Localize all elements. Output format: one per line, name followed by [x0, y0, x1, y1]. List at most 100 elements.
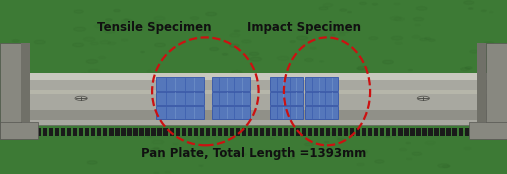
Bar	[175, 128, 180, 136]
Bar	[260, 128, 264, 136]
Circle shape	[17, 141, 28, 145]
Bar	[386, 128, 390, 136]
Circle shape	[252, 54, 265, 59]
Bar	[338, 128, 342, 136]
Circle shape	[246, 146, 257, 150]
Circle shape	[306, 94, 316, 98]
Circle shape	[75, 96, 87, 100]
Bar	[452, 128, 457, 136]
Circle shape	[174, 114, 184, 117]
Circle shape	[194, 172, 203, 174]
Circle shape	[18, 10, 24, 12]
Bar	[320, 128, 324, 136]
Bar	[37, 128, 41, 136]
Circle shape	[501, 9, 504, 11]
Circle shape	[46, 2, 50, 3]
Bar	[13, 110, 494, 120]
Circle shape	[434, 0, 441, 2]
Bar	[139, 128, 143, 136]
Circle shape	[93, 56, 103, 59]
Bar	[79, 128, 84, 136]
Circle shape	[296, 117, 304, 120]
Circle shape	[70, 8, 81, 11]
Circle shape	[149, 146, 153, 147]
Text: Impact Specimen: Impact Specimen	[247, 21, 361, 34]
Bar	[230, 128, 234, 136]
Bar	[332, 128, 336, 136]
Circle shape	[174, 112, 182, 115]
Bar	[272, 128, 276, 136]
Bar	[103, 128, 107, 136]
Circle shape	[287, 172, 296, 174]
Bar	[290, 128, 294, 136]
Bar	[308, 128, 312, 136]
Circle shape	[173, 75, 180, 77]
Circle shape	[291, 119, 299, 122]
Circle shape	[18, 134, 29, 138]
Bar	[374, 128, 378, 136]
Bar	[21, 44, 30, 122]
Circle shape	[189, 115, 193, 116]
Bar	[305, 92, 339, 105]
Circle shape	[289, 146, 301, 150]
Bar	[368, 128, 373, 136]
Circle shape	[107, 21, 115, 23]
Bar	[270, 92, 303, 105]
Circle shape	[99, 125, 106, 128]
Bar	[211, 128, 216, 136]
Circle shape	[140, 9, 149, 12]
Bar	[0, 44, 21, 139]
Circle shape	[414, 142, 419, 144]
Circle shape	[213, 126, 220, 129]
Circle shape	[82, 122, 91, 125]
Bar	[380, 128, 384, 136]
Bar	[284, 128, 288, 136]
Bar	[121, 128, 126, 136]
Circle shape	[35, 96, 43, 99]
Text: Pan Plate, Total Length =1393mm: Pan Plate, Total Length =1393mm	[141, 147, 366, 160]
Circle shape	[295, 70, 299, 71]
Circle shape	[298, 33, 303, 35]
Bar	[314, 128, 318, 136]
Bar	[158, 128, 162, 136]
Circle shape	[268, 92, 277, 96]
Bar	[156, 106, 204, 119]
Circle shape	[300, 106, 312, 110]
Bar	[344, 128, 348, 136]
Bar	[428, 128, 432, 136]
Bar	[188, 128, 192, 136]
Bar	[212, 106, 250, 119]
Circle shape	[246, 121, 258, 125]
Circle shape	[36, 146, 42, 148]
Circle shape	[458, 138, 468, 141]
Circle shape	[344, 75, 351, 78]
Bar	[302, 128, 306, 136]
Circle shape	[389, 171, 395, 173]
Circle shape	[193, 113, 200, 115]
Circle shape	[87, 141, 95, 144]
Bar	[206, 128, 210, 136]
Circle shape	[392, 44, 400, 47]
Circle shape	[55, 126, 66, 130]
Circle shape	[35, 0, 47, 4]
Bar	[254, 128, 258, 136]
Bar	[73, 128, 78, 136]
Circle shape	[462, 42, 466, 44]
Bar	[13, 128, 17, 136]
Circle shape	[330, 50, 342, 54]
Bar	[25, 128, 29, 136]
Circle shape	[250, 94, 257, 96]
Bar	[477, 44, 486, 122]
Circle shape	[137, 39, 143, 41]
Circle shape	[57, 125, 62, 127]
Circle shape	[166, 17, 175, 20]
Bar	[152, 128, 156, 136]
Circle shape	[49, 109, 59, 112]
Circle shape	[473, 155, 478, 157]
Bar	[447, 128, 451, 136]
Circle shape	[50, 141, 56, 143]
Circle shape	[296, 63, 308, 67]
Circle shape	[143, 97, 153, 100]
Bar	[67, 128, 71, 136]
Text: Tensile Specimen: Tensile Specimen	[97, 21, 212, 34]
